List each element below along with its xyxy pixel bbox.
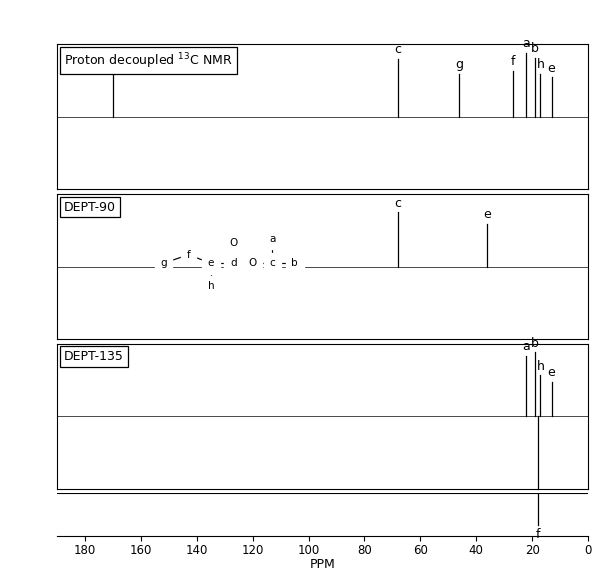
Text: O: O: [229, 238, 238, 249]
Text: a: a: [269, 234, 276, 244]
Text: e: e: [548, 61, 555, 75]
Text: f: f: [510, 55, 515, 68]
Text: e: e: [548, 366, 555, 380]
Text: b: b: [291, 258, 298, 268]
Text: f: f: [535, 528, 540, 541]
Text: h: h: [537, 360, 545, 373]
Text: d: d: [109, 47, 117, 60]
Text: DEPT-90: DEPT-90: [64, 200, 116, 213]
Text: DEPT-135: DEPT-135: [64, 350, 124, 363]
Text: b: b: [531, 42, 539, 55]
Text: g: g: [160, 258, 166, 268]
Text: c: c: [394, 197, 402, 210]
Text: a: a: [523, 38, 531, 50]
Text: c: c: [270, 258, 275, 268]
Text: b: b: [531, 337, 539, 349]
Text: g: g: [455, 59, 464, 72]
Text: d: d: [230, 258, 236, 268]
Text: f: f: [187, 250, 191, 259]
Text: h: h: [207, 281, 214, 291]
Text: Proton decoupled $^{13}$C NMR: Proton decoupled $^{13}$C NMR: [64, 51, 233, 71]
Text: h: h: [537, 59, 545, 72]
Text: O: O: [248, 258, 257, 268]
Text: c: c: [394, 43, 402, 56]
Text: a: a: [523, 340, 531, 353]
Text: e: e: [207, 258, 214, 268]
X-axis label: PPM: PPM: [310, 558, 335, 569]
Text: e: e: [484, 208, 491, 221]
